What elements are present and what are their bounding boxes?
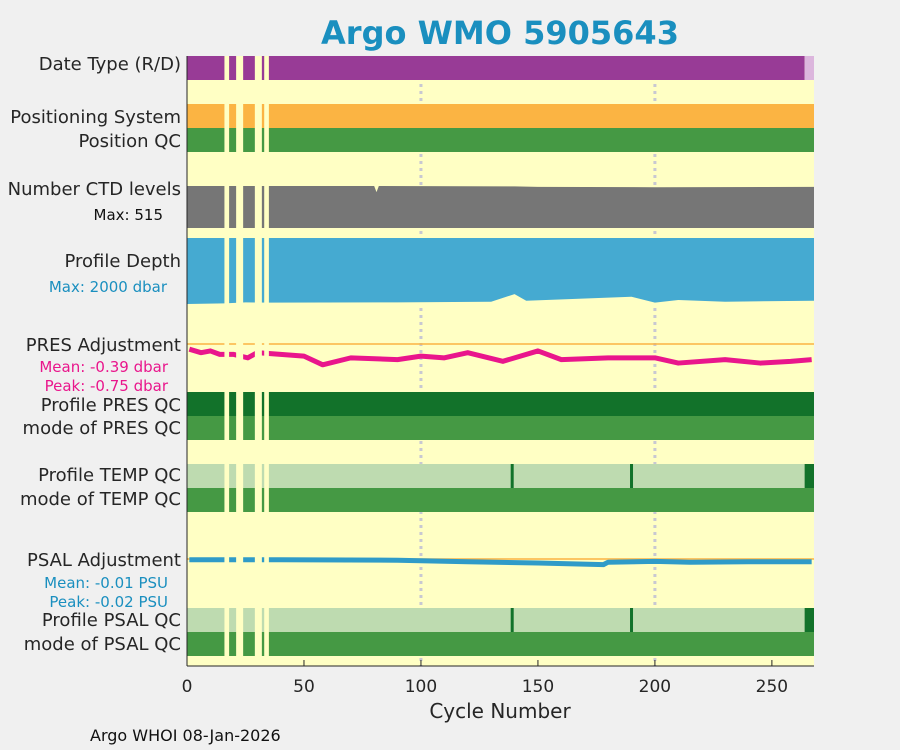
- gap-2: [254, 56, 262, 666]
- row-profile_depth: [187, 238, 814, 304]
- mode_temp_qc-segment-0: [187, 488, 814, 512]
- ctd_levels-segment-0: [187, 186, 814, 228]
- sublabel-profile_depth: Max: 2000 dbar: [49, 278, 168, 296]
- row-profile_pres_qc: [187, 392, 814, 416]
- label-profile_depth: Profile Depth: [64, 251, 181, 272]
- x-axis: 0 50 100 150 200 250: [182, 660, 788, 697]
- row-mode_psal_qc: [187, 632, 814, 656]
- profile_temp_qc-segment-0: [187, 464, 814, 488]
- profile_psal_qc-end-segment: [804, 608, 814, 632]
- profile_depth-segment-0: [187, 238, 814, 304]
- row-ctd_levels: [187, 186, 814, 228]
- x-tick-label-150: 150: [522, 677, 554, 697]
- row-mode_pres_qc: [187, 416, 814, 440]
- pres-adj-series: [188, 346, 812, 368]
- profile_psal_qc-tick-139: [510, 608, 514, 632]
- row-labels: Date Type (R/D) Positioning System Positio…: [8, 54, 181, 655]
- chart-title: Argo WMO 5905643: [321, 14, 679, 52]
- row-profile_temp_qc: [187, 464, 814, 488]
- label-psal_adj: PSAL Adjustment: [27, 550, 181, 571]
- label-mode_temp_qc: mode of TEMP QC: [20, 489, 181, 510]
- profile_psal_qc-segment-0: [187, 608, 814, 632]
- label-profile_temp_qc: Profile TEMP QC: [38, 465, 181, 486]
- x-tick-label-100: 100: [405, 677, 437, 697]
- sublabel-pres_adj-1: Peak: -0.75 dbar: [45, 377, 169, 395]
- sublabel-pres_adj-0: Mean: -0.39 dbar: [39, 358, 169, 376]
- label-mode_pres_qc: mode of PRES QC: [23, 418, 181, 439]
- profile-depth-shortfall: [187, 294, 814, 304]
- ctd-levels-shortfall: [187, 186, 814, 193]
- positioning-segment-0: [187, 104, 814, 128]
- date_type-segment-0: [187, 56, 805, 80]
- profile_pres_qc-segment-0: [187, 392, 814, 416]
- sublabel-psal_adj-0: Mean: -0.01 PSU: [44, 574, 168, 592]
- row-position_qc: [187, 128, 814, 152]
- x-tick-label-200: 200: [639, 677, 671, 697]
- row-profile_psal_qc: [187, 608, 814, 632]
- profile_temp_qc-tick-139: [510, 464, 514, 488]
- label-profile_pres_qc: Profile PRES QC: [41, 395, 181, 416]
- x-tick-label-50: 50: [293, 677, 315, 697]
- label-mode_psal_qc: mode of PSAL QC: [24, 634, 181, 655]
- gap-1: [236, 56, 244, 666]
- plot-area: [186, 56, 814, 667]
- position_qc-segment-0: [187, 128, 814, 152]
- sublabel-ctd_levels: Max: 515: [94, 206, 163, 224]
- label-date_type: Date Type (R/D): [39, 54, 181, 75]
- x-axis-label: Cycle Number: [429, 699, 571, 723]
- label-pres_adj: PRES Adjustment: [26, 335, 181, 356]
- x-tick-label-250: 250: [756, 677, 788, 697]
- gap-3: [264, 56, 269, 666]
- label-positioning: Positioning System: [10, 107, 181, 128]
- label-ctd_levels: Number CTD levels: [8, 179, 181, 200]
- profile_psal_qc-tick-190: [630, 608, 634, 632]
- row-date_type: [187, 56, 814, 80]
- label-profile_psal_qc: Profile PSAL QC: [42, 610, 181, 631]
- mode_pres_qc-segment-0: [187, 416, 814, 440]
- sublabel-psal_adj-1: Peak: -0.02 PSU: [49, 593, 168, 611]
- gap-0: [224, 56, 230, 666]
- mode_psal_qc-segment-0: [187, 632, 814, 656]
- row-positioning: [187, 104, 814, 128]
- psal-adj-series: [189, 557, 812, 568]
- row-mode_temp_qc: [187, 488, 814, 512]
- label-position_qc: Position QC: [78, 131, 181, 152]
- profile_temp_qc-end-segment: [804, 464, 814, 488]
- x-tick-label-0: 0: [182, 677, 193, 697]
- date_type-segment-1: [804, 56, 814, 80]
- credit-text: Argo WHOI 08-Jan-2026: [90, 726, 281, 745]
- profile_temp_qc-tick-190: [630, 464, 634, 488]
